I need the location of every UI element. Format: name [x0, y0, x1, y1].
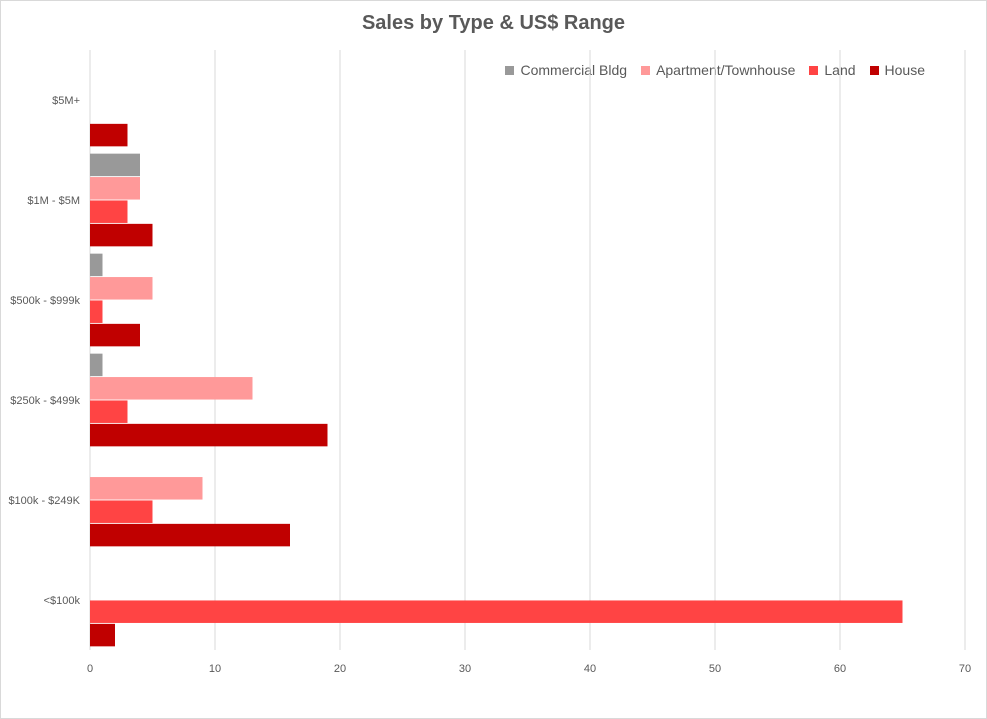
bar-3-0: [90, 353, 103, 377]
bar-3-1: [90, 377, 253, 400]
legend-label-commercial: Commercial Bldg: [520, 62, 628, 78]
legend-label-house: House: [884, 62, 925, 78]
bar-2-3: [90, 323, 140, 347]
x-tick-label-6: 60: [834, 663, 846, 675]
x-tick-label-1: 10: [209, 663, 221, 675]
legend-label-apartment: Apartment/Townhouse: [656, 62, 796, 78]
legend-swatch-commercial: [505, 65, 515, 75]
x-tick-label-2: 20: [334, 663, 346, 675]
bar-1-1: [90, 177, 140, 200]
y-category-label-5: <$100k: [44, 595, 81, 607]
bar-1-2: [90, 200, 128, 223]
bar-3-2: [90, 400, 128, 423]
legend: Commercial Bldg Apartment/Townhouse Land…: [505, 62, 925, 78]
legend-item-house: House: [869, 62, 925, 78]
legend-item-apartment: Apartment/Townhouse: [641, 62, 795, 78]
x-tick-label-3: 30: [459, 663, 471, 675]
x-tick-label-0: 0: [87, 663, 93, 675]
bar-1-3: [90, 223, 153, 247]
bar-2-0: [90, 253, 103, 277]
y-category-label-3: $250k - $499k: [10, 395, 80, 407]
x-tick-label-7: 70: [959, 663, 971, 675]
bar-5-3: [90, 623, 115, 647]
bar-4-1: [90, 477, 203, 500]
bar-1-0: [90, 153, 140, 177]
x-tick-label-5: 50: [709, 663, 721, 675]
legend-item-commercial: Commercial Bldg: [505, 62, 627, 78]
legend-swatch-apartment: [641, 65, 651, 75]
y-category-label-2: $500k - $999k: [10, 295, 80, 307]
chart-title: Sales by Type & US$ Range: [361, 12, 626, 34]
bar-0-3: [90, 123, 128, 147]
y-category-label-0: $5M+: [52, 95, 80, 107]
bar-5-2: [90, 600, 903, 623]
bar-4-2: [90, 500, 153, 523]
bar-3-3: [90, 423, 328, 447]
y-category-label-1: $1M - $5M: [27, 195, 80, 207]
legend-swatch-house: [869, 65, 879, 75]
x-tick-label-4: 40: [584, 663, 596, 675]
y-category-label-4: $100k - $249K: [8, 495, 80, 507]
bar-4-3: [90, 523, 290, 547]
bar-2-1: [90, 277, 153, 300]
legend-swatch-land: [809, 65, 819, 75]
bar-2-2: [90, 300, 103, 323]
